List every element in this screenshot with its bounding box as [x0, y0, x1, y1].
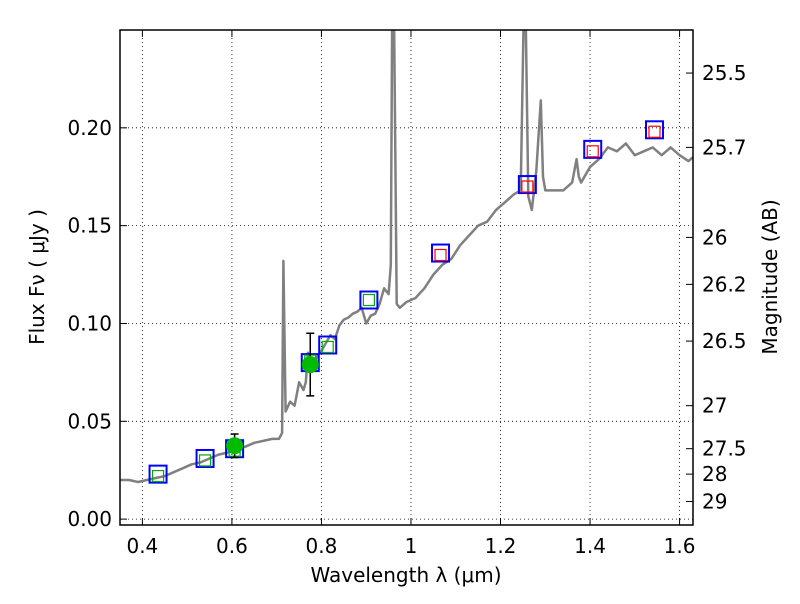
plot-background: [120, 30, 693, 525]
model-marker-green: [198, 454, 212, 467]
y-tick-label: 0.05: [67, 409, 112, 433]
filter-marker-blue: [318, 335, 338, 355]
tick-marks: [120, 30, 693, 525]
x-tick-label: 0.6: [216, 534, 248, 558]
x-axis-label: Wavelength λ (μm): [310, 563, 501, 587]
measured-flux-point: [226, 437, 244, 455]
model-marker-green: [151, 469, 165, 483]
x-tick-label: 1.4: [574, 534, 606, 558]
x-tick-label: 0.4: [126, 534, 158, 558]
model-marker-red: [586, 145, 599, 158]
magnitude-tick-label: 27: [702, 394, 727, 418]
magnitude-tick-label: 26: [702, 225, 727, 249]
magnitude-tick-label: 27.5: [702, 437, 747, 461]
y-axis-right-label: Magnitude (AB): [758, 199, 782, 354]
model-marker-red: [521, 180, 534, 193]
plot-frame: [119, 29, 694, 526]
data-layer: [120, 30, 693, 484]
x-tick-label: 1.6: [664, 534, 696, 558]
magnitude-tick-label: 29: [702, 490, 727, 514]
y-tick-label: 0.15: [67, 214, 112, 238]
magnitude-tick-label: 26.2: [702, 272, 747, 296]
magnitude-tick-label: 25.7: [702, 135, 747, 159]
y-tick-label: 0.20: [67, 116, 112, 140]
model-marker-red: [434, 248, 447, 262]
y-tick-label: 0.00: [67, 507, 112, 531]
x-tick-label: 0.8: [306, 534, 338, 558]
filter-marker-blue: [645, 120, 665, 140]
filter-marker-blue: [583, 139, 603, 159]
measured-flux-point: [301, 356, 319, 374]
filter-marker-blue: [195, 448, 215, 468]
filter-marker-blue: [148, 464, 168, 484]
x-tick-label: 1: [405, 534, 418, 558]
x-tick-label: 1.2: [485, 534, 517, 558]
y-axis-label: Flux Fν ( μJy ): [25, 209, 49, 345]
magnitude-tick-label: 28: [702, 462, 727, 486]
model-marker-green: [362, 293, 375, 307]
magnitude-tick-label: 26.5: [702, 329, 747, 353]
model-marker-red: [648, 125, 661, 138]
filter-marker-blue: [517, 175, 537, 195]
model-marker-green: [321, 340, 334, 354]
tick-labels: 0.4 0.6 0.8 1 1.2 1.4 1.6 0.00 0.05 0.10 0.15 0.20 2…: [67, 61, 746, 558]
magnitude-tick-label: 25.5: [702, 61, 747, 85]
spectrum-line: [120, 30, 693, 484]
filter-marker-blue: [431, 243, 451, 263]
filter-marker-blue: [359, 290, 379, 310]
y-tick-label: 0.10: [67, 311, 112, 335]
